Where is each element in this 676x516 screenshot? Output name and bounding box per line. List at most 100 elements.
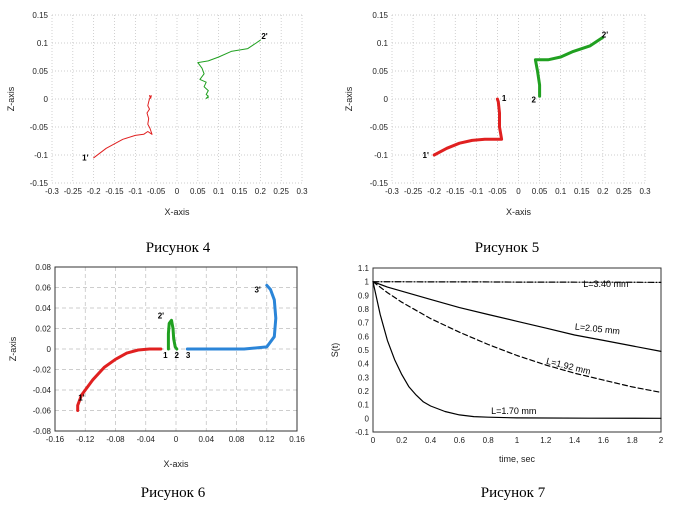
y-tick-label: 0 bbox=[365, 414, 370, 423]
x-tick-label: -0.05 bbox=[488, 187, 507, 196]
y-tick-label: 0.15 bbox=[372, 11, 388, 20]
point-label: 1' bbox=[82, 154, 88, 163]
x-tick-label: 0.16 bbox=[289, 435, 305, 444]
y-tick-label: -0.05 bbox=[30, 123, 49, 132]
point-label: 3 bbox=[186, 351, 191, 360]
x-tick-label: 0.1 bbox=[555, 187, 567, 196]
plot-frame bbox=[372, 267, 662, 433]
x-tick-label: -0.15 bbox=[446, 187, 465, 196]
x-tick-label: -0.3 bbox=[385, 187, 399, 196]
y-axis-title: Z-axis bbox=[8, 336, 18, 361]
y-tick-label: 0.5 bbox=[358, 346, 370, 355]
x-tick-label: 1.4 bbox=[569, 436, 581, 445]
point-label: 2 bbox=[175, 351, 180, 360]
x-tick-label: 0.04 bbox=[198, 435, 214, 444]
y-axis-title: Z-axis bbox=[344, 86, 354, 111]
point-label: 2 bbox=[531, 95, 536, 104]
x-tick-label: 0.05 bbox=[532, 187, 548, 196]
x-tick-label: 1 bbox=[515, 436, 520, 445]
y-tick-label: -0.02 bbox=[33, 366, 52, 375]
y-tick-label: 0.8 bbox=[358, 305, 370, 314]
curve-label: L=2.05 mm bbox=[574, 322, 620, 337]
y-tick-label: -0.06 bbox=[33, 407, 52, 416]
caption-figure-4: Рисунок 4 bbox=[146, 240, 211, 256]
x-tick-label: 0 bbox=[371, 436, 376, 445]
point-label: 1' bbox=[78, 393, 84, 402]
point-label: 2' bbox=[261, 32, 267, 41]
x-tick-label: 0.3 bbox=[639, 187, 651, 196]
x-tick-label: -0.08 bbox=[106, 435, 125, 444]
curve-label: L=1.92 mm bbox=[545, 356, 591, 377]
curve-label: L=3.40 mm bbox=[583, 279, 628, 289]
x-tick-label: -0.3 bbox=[45, 187, 59, 196]
y-tick-label: 0.08 bbox=[35, 263, 51, 272]
series-line-green bbox=[197, 39, 261, 99]
x-tick-label: -0.16 bbox=[46, 435, 65, 444]
series-line-blue bbox=[185, 283, 278, 351]
series-line-l-1-70-mm bbox=[372, 281, 662, 419]
y-tick-label: -0.05 bbox=[370, 123, 389, 132]
plot-frame bbox=[54, 266, 298, 432]
x-tick-label: 0 bbox=[174, 435, 179, 444]
x-axis-title: X-axis bbox=[164, 207, 190, 217]
y-tick-label: 0 bbox=[44, 95, 49, 104]
x-tick-label: 0.6 bbox=[454, 436, 466, 445]
y-tick-label: 0.2 bbox=[358, 387, 370, 396]
series-line-red bbox=[76, 347, 163, 412]
y-tick-label: 0 bbox=[47, 345, 52, 354]
x-tick-label: 0.4 bbox=[425, 436, 437, 445]
caption-figure-5: Рисунок 5 bbox=[475, 240, 539, 256]
y-tick-label: -0.1 bbox=[34, 151, 48, 160]
y-tick-label: 0.04 bbox=[35, 304, 51, 313]
series-line-green bbox=[166, 318, 179, 351]
y-tick-label: 0.02 bbox=[35, 325, 51, 334]
y-tick-label: -0.08 bbox=[33, 427, 52, 436]
y-tick-label: -0.1 bbox=[374, 151, 388, 160]
y-tick-label: 0 bbox=[384, 95, 389, 104]
curve-label: L=1.70 mm bbox=[491, 406, 536, 416]
series-line-l-2-05-mm bbox=[372, 281, 662, 352]
x-tick-label: -0.05 bbox=[147, 187, 166, 196]
point-label: 3' bbox=[254, 286, 260, 295]
x-tick-label: 0 bbox=[175, 187, 180, 196]
chart-figure-6: -0.16 -0.12 -0.08 -0.04 0 0.04 0.08 0.12 0.16 -0.… bbox=[8, 263, 305, 469]
y-tick-label: 1.1 bbox=[358, 264, 370, 273]
series-line-red bbox=[93, 95, 153, 159]
series-line-red bbox=[432, 97, 504, 157]
y-tick-label: 0.1 bbox=[377, 39, 389, 48]
y-tick-label: -0.04 bbox=[33, 386, 52, 395]
x-tick-label: 0.12 bbox=[259, 435, 275, 444]
y-tick-label: -0.15 bbox=[30, 179, 49, 188]
x-tick-label: 0.15 bbox=[232, 187, 248, 196]
y-tick-label: 0.06 bbox=[35, 284, 51, 293]
x-tick-label: 0 bbox=[516, 187, 521, 196]
x-axis-title: X-axis bbox=[163, 459, 189, 469]
x-tick-label: 0.8 bbox=[483, 436, 495, 445]
point-label: 2' bbox=[158, 311, 164, 320]
x-tick-label: 0.2 bbox=[396, 436, 408, 445]
x-tick-label: 0.2 bbox=[597, 187, 609, 196]
x-axis-title: time, sec bbox=[499, 454, 536, 464]
x-tick-label: -0.25 bbox=[64, 187, 83, 196]
y-tick-label: 0.7 bbox=[358, 319, 370, 328]
x-tick-label: 0.25 bbox=[616, 187, 632, 196]
chart-figure-4: -0.3 -0.25 -0.2 -0.15 -0.1 -0.05 0 0.05 0.1 0.15 0… bbox=[6, 11, 308, 217]
x-tick-label: -0.1 bbox=[469, 187, 483, 196]
y-tick-label: 0.3 bbox=[358, 373, 370, 382]
y-tick-label: 0.4 bbox=[358, 360, 370, 369]
point-label: 1 bbox=[502, 94, 507, 103]
x-tick-label: 0.08 bbox=[229, 435, 245, 444]
y-tick-label: 0.15 bbox=[32, 11, 48, 20]
y-tick-label: 0.05 bbox=[372, 67, 388, 76]
y-tick-label: 0.1 bbox=[358, 401, 370, 410]
y-axis-title: S(t) bbox=[330, 343, 340, 358]
x-tick-label: 0.05 bbox=[190, 187, 206, 196]
x-axis-title: X-axis bbox=[506, 207, 532, 217]
point-label: 2' bbox=[602, 30, 608, 39]
x-tick-label: 0.3 bbox=[296, 187, 308, 196]
y-tick-label: 1 bbox=[365, 278, 370, 287]
x-tick-label: 1.2 bbox=[540, 436, 552, 445]
caption-figure-6: Рисунок 6 bbox=[141, 485, 206, 501]
y-tick-label: -0.15 bbox=[370, 179, 389, 188]
caption-figure-7: Рисунок 7 bbox=[481, 485, 546, 501]
